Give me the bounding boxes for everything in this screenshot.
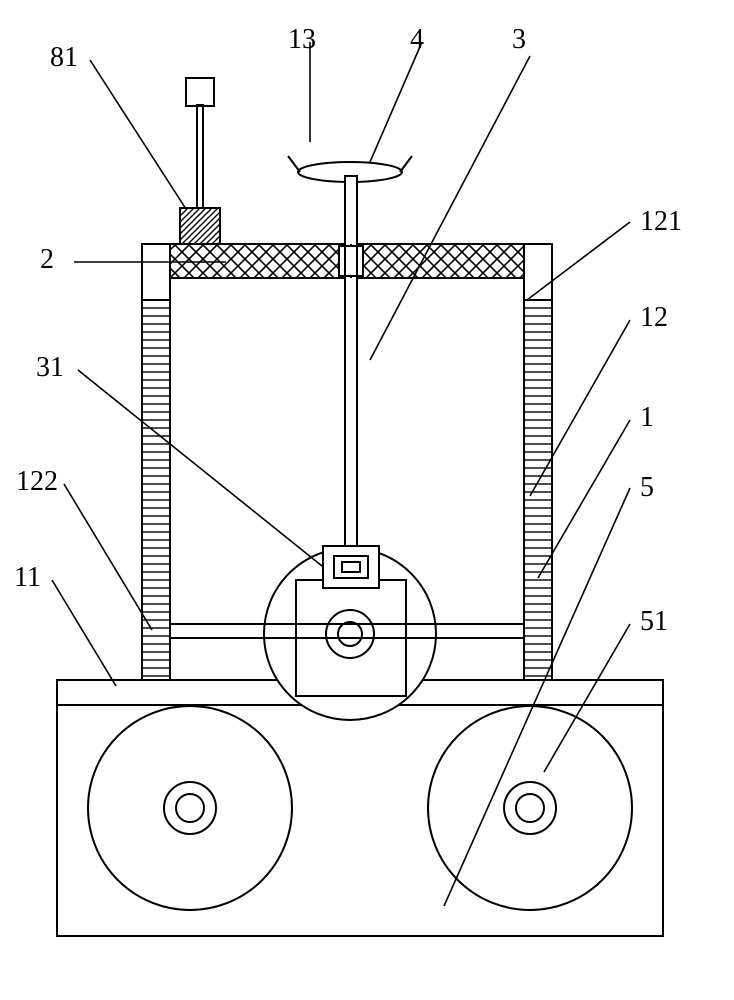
sleeve-outer — [323, 546, 379, 588]
leader-line — [370, 42, 422, 162]
leader-line — [52, 580, 116, 686]
ref-label-11: 11 — [14, 562, 41, 593]
ref-label-4: 4 — [410, 24, 424, 55]
ref-label-51: 51 — [640, 606, 668, 637]
leader-line — [64, 484, 152, 630]
top-block — [180, 208, 220, 244]
leader-line — [527, 222, 630, 300]
leader-line — [370, 56, 530, 360]
ref-label-122: 122 — [16, 466, 58, 497]
ref-label-1: 1 — [640, 402, 654, 433]
hatch-right — [524, 300, 552, 680]
wheel-left — [88, 706, 292, 910]
top-cap — [186, 78, 214, 106]
ref-label-2: 2 — [40, 244, 54, 275]
leader-line — [90, 60, 186, 209]
ref-label-121: 121 — [640, 206, 682, 237]
hatch-left — [142, 300, 170, 680]
ref-label-3: 3 — [512, 24, 526, 55]
ref-label-12: 12 — [640, 302, 668, 333]
ref-label-81: 81 — [50, 42, 78, 73]
ref-label-13: 13 — [288, 24, 316, 55]
ref-label-31: 31 — [36, 352, 64, 383]
wheel-right — [428, 706, 632, 910]
technical-diagram: 81231122111343121121551 — [0, 0, 734, 1000]
center-rod — [345, 176, 357, 546]
top-stem — [197, 105, 203, 208]
ref-label-5: 5 — [640, 472, 654, 503]
leader-line — [78, 370, 322, 566]
